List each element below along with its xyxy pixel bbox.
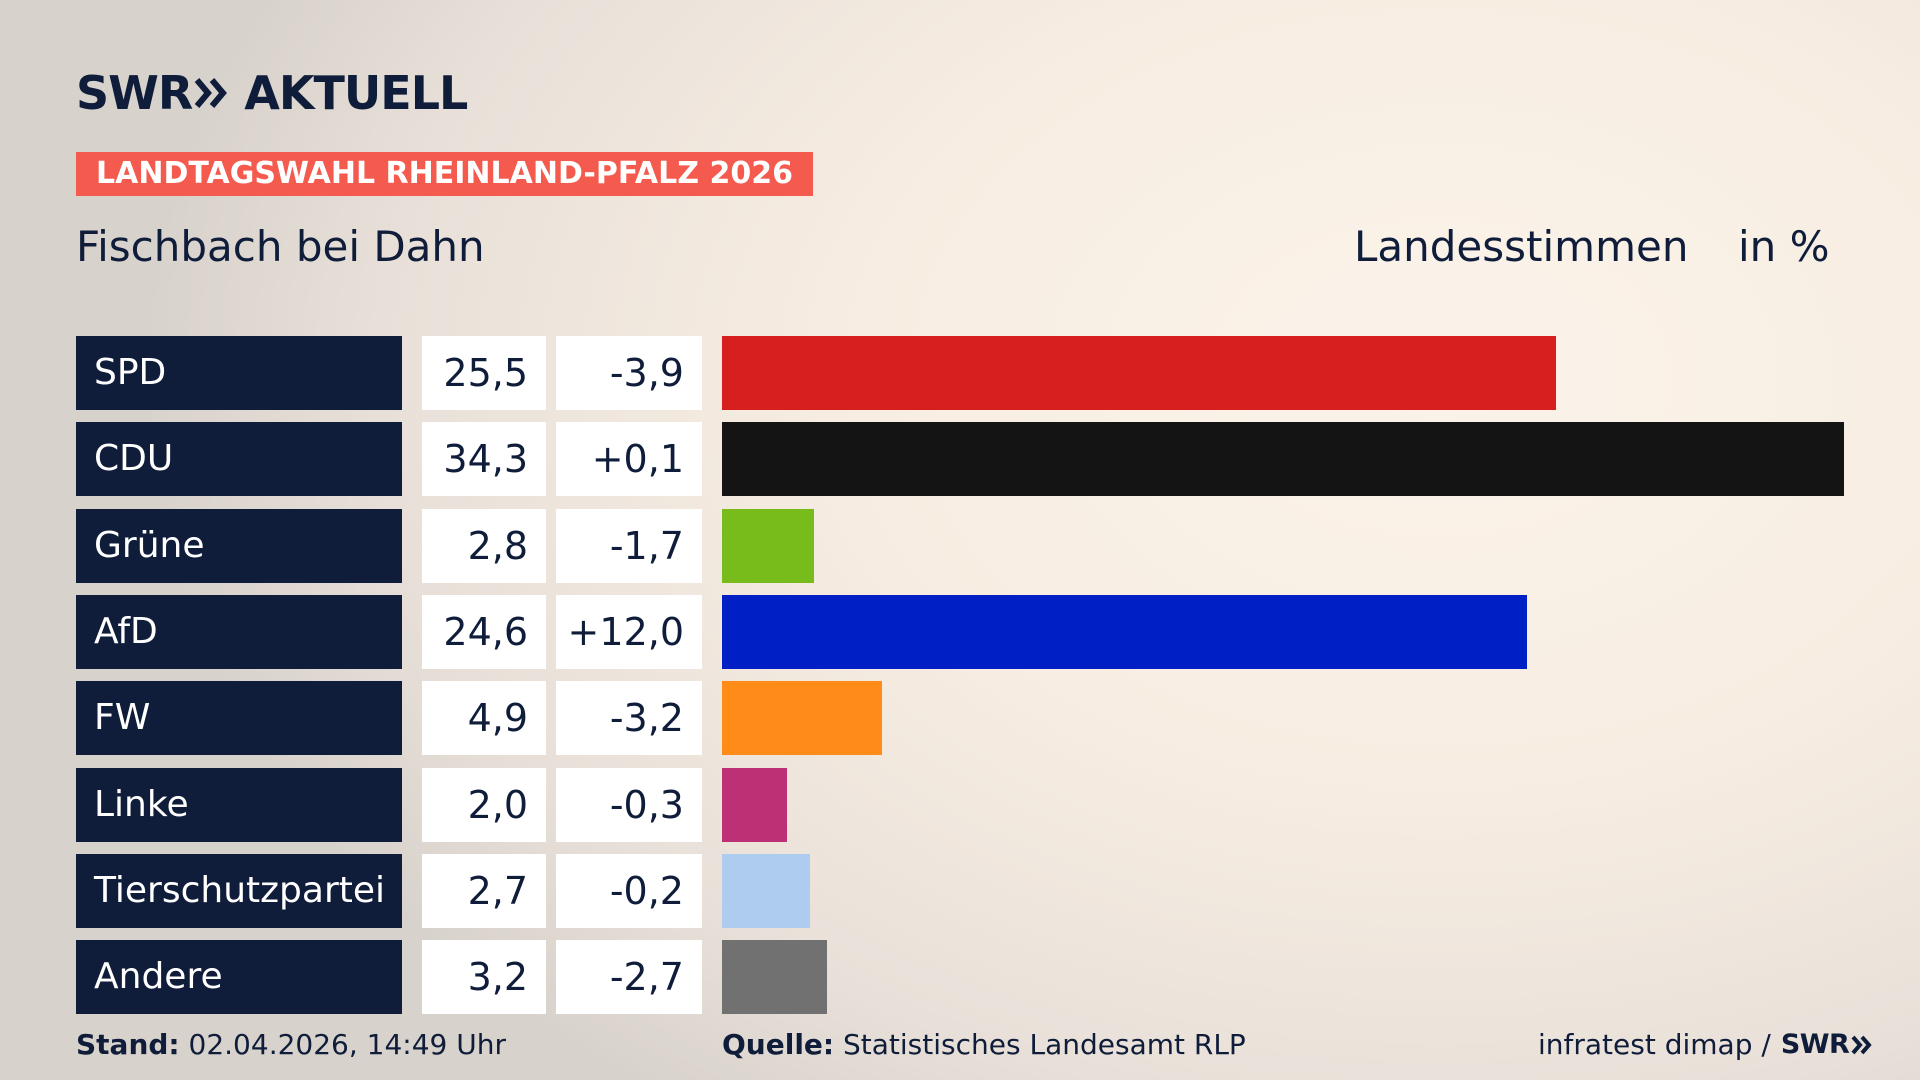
double-chevron-icon	[1851, 1035, 1873, 1054]
party-bar	[722, 336, 1557, 410]
party-diff-label: -0,3	[556, 767, 702, 842]
party-bar	[722, 681, 883, 756]
party-diff-label: -3,9	[556, 336, 702, 410]
party-value-label: 2,7	[422, 853, 546, 928]
party-bar	[722, 422, 1844, 497]
logo-swr-text: SWR	[76, 66, 193, 120]
party-value-label: 4,9	[422, 681, 546, 756]
party-diff-label: -3,2	[556, 681, 702, 756]
party-value-label: 3,2	[422, 940, 546, 1015]
unit-label: in %	[1738, 222, 1830, 271]
party-name: Tierschutzpartei	[76, 853, 402, 928]
party-value-label: 2,8	[422, 508, 546, 583]
footer-stand: Stand: 02.04.2026, 14:49 Uhr	[76, 1028, 506, 1061]
election-badge: LANDTAGSWAHL RHEINLAND-PFALZ 2026	[76, 152, 813, 196]
swr-aktuell-logo: SWR AKTUELL	[76, 66, 468, 120]
party-value-label: 34,3	[422, 422, 546, 497]
party-diff-label: -0,2	[556, 853, 702, 928]
party-diff-label: +12,0	[556, 594, 702, 669]
double-chevron-icon	[195, 78, 228, 108]
party-name: Grüne	[76, 508, 402, 583]
party-bar	[722, 853, 811, 928]
party-bar	[722, 767, 788, 842]
stand-value: 02.04.2026, 14:49 Uhr	[188, 1028, 506, 1061]
party-value-label: 25,5	[422, 336, 546, 410]
party-diff-label: +0,1	[556, 422, 702, 497]
party-value-label: 24,6	[422, 594, 546, 669]
party-bar	[722, 508, 814, 583]
party-diff-label: -1,7	[556, 508, 702, 583]
party-name: SPD	[76, 336, 402, 410]
quelle-label: Quelle:	[722, 1028, 835, 1061]
party-diff-label: -2,7	[556, 940, 702, 1015]
place-title: Fischbach bei Dahn	[76, 222, 485, 271]
footer-quelle: Quelle: Statistisches Landesamt RLP	[722, 1028, 1246, 1061]
party-name: Andere	[76, 940, 402, 1015]
party-name: AfD	[76, 594, 402, 669]
footer-credit: infratest dimap / SWR	[1538, 1028, 1873, 1061]
logo-aktuell-text: AKTUELL	[244, 66, 468, 120]
party-name: FW	[76, 681, 402, 756]
party-bar	[722, 940, 827, 1015]
credit-swr-text: SWR	[1780, 1029, 1850, 1060]
party-value-label: 2,0	[422, 767, 546, 842]
measure-label: Landesstimmen	[1354, 222, 1689, 271]
party-bar	[722, 594, 1527, 669]
credit-text: infratest dimap /	[1538, 1028, 1771, 1061]
quelle-value: Statistisches Landesamt RLP	[843, 1028, 1246, 1061]
party-name: CDU	[76, 422, 402, 497]
party-name: Linke	[76, 767, 402, 842]
stand-label: Stand:	[76, 1028, 180, 1061]
